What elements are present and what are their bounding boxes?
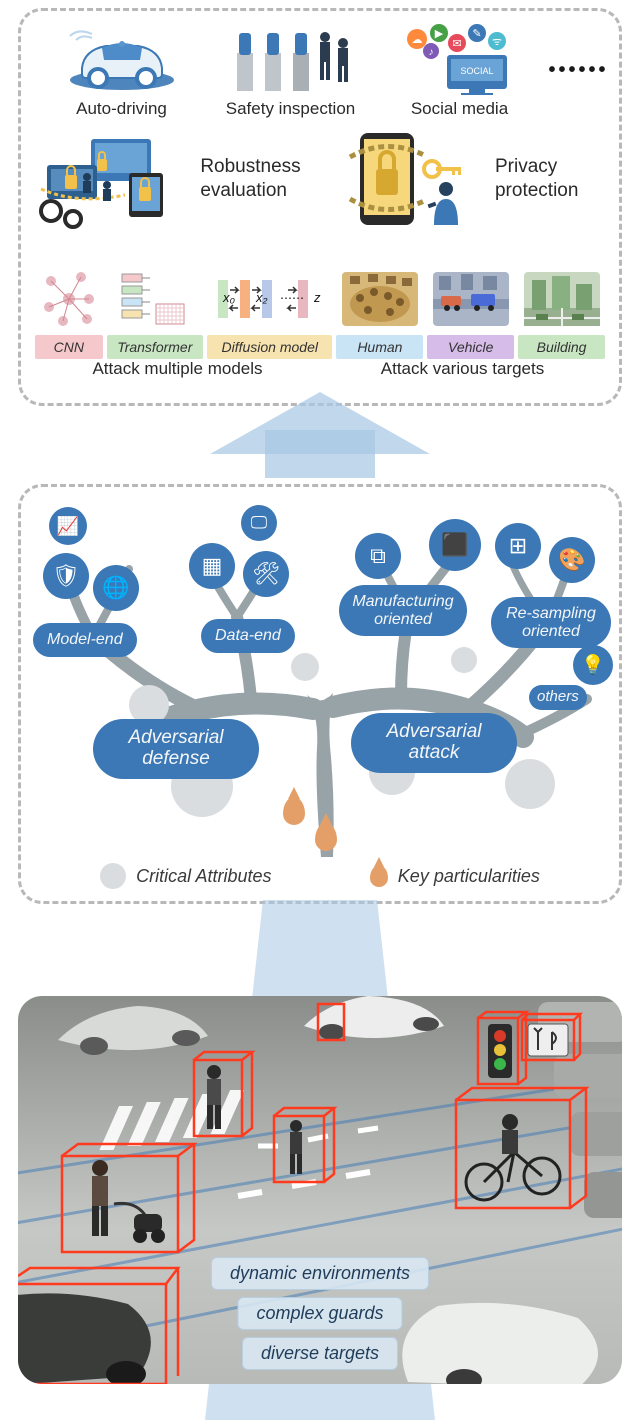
models-targets-row: CNN Transformer <box>21 239 619 359</box>
vehicle-thumb-icon <box>427 263 514 335</box>
applications-row: Auto-driving <box>21 11 619 119</box>
palette-icon: 🎨 <box>549 537 595 583</box>
app-label: Social media <box>411 99 508 119</box>
svg-text:✎: ✎ <box>472 28 481 40</box>
drop-icon <box>370 865 388 887</box>
model-diffusion: x₀ x₂ ⋯⋯ z Diffusion model <box>207 239 332 359</box>
model-tag: Diffusion model <box>207 335 332 359</box>
attack-models-label: Attack multiple models <box>35 359 320 379</box>
copy-icon: ⧉ <box>355 533 401 579</box>
tag-diverse-targets: diverse targets <box>242 1337 398 1370</box>
drop-icon <box>315 823 337 851</box>
app-auto-driving: Auto-driving <box>42 23 202 119</box>
globe-icon: 🌐 <box>93 565 139 611</box>
building-thumb-icon <box>518 263 605 335</box>
resampling-pill: Re-sampling oriented <box>491 597 611 648</box>
evaluation-row: Robustness evaluation Priva <box>21 119 619 239</box>
svg-text:♪: ♪ <box>428 47 433 58</box>
app-safety-inspection: Safety inspection <box>211 23 371 119</box>
shapes-icon: ⊞ <box>495 523 541 569</box>
adversarial-defense-pill: Adversarial defense <box>93 719 259 779</box>
screen-icon: 🖵 <box>241 505 277 541</box>
grid-icon: ▦ <box>189 543 235 589</box>
svg-text:⋯⋯: ⋯⋯ <box>280 291 304 305</box>
car-icon <box>52 23 192 95</box>
target-tag: Human <box>336 335 423 359</box>
up-arrow-icon <box>210 392 430 454</box>
diffusion-thumb-icon: x₀ x₂ ⋯⋯ z <box>207 263 332 335</box>
gate-icon <box>221 23 361 95</box>
model-transformer: Transformer <box>107 239 203 359</box>
model-tag: CNN <box>35 335 103 359</box>
app-label: Safety inspection <box>226 99 355 119</box>
model-cnn: CNN <box>35 239 103 359</box>
model-tag: Transformer <box>107 335 203 359</box>
robustness-icon <box>37 129 177 229</box>
svg-text:▶: ▶ <box>434 28 443 40</box>
svg-text:SOCIAL: SOCIAL <box>460 66 493 76</box>
attack-targets-label: Attack various targets <box>320 359 605 379</box>
model-end-pill: Model-end <box>33 623 137 657</box>
data-end-pill: Data-end <box>201 619 295 653</box>
applications-panel: Auto-driving <box>18 8 622 406</box>
target-building: Building <box>518 239 605 359</box>
others-pill: others <box>529 685 587 710</box>
gray-circle <box>505 759 555 809</box>
shield-icon: 🛡 <box>43 553 89 599</box>
robustness-label: Robustness evaluation <box>200 155 308 203</box>
svg-text:z: z <box>313 290 321 305</box>
section-sublabels: Attack multiple models Attack various ta… <box>21 359 619 387</box>
target-human: Human <box>336 239 423 359</box>
target-tag: Building <box>518 335 605 359</box>
manufacturing-pill: Manufacturing oriented <box>339 585 467 636</box>
gray-circle <box>451 647 477 673</box>
legend-particularities: Key particularities <box>370 865 540 887</box>
transformer-thumb-icon <box>107 263 203 335</box>
legend-row: Critical Attributes Key particularities <box>21 863 619 889</box>
svg-text:ᯤ: ᯤ <box>491 36 501 48</box>
ellipsis-icon: •••••• <box>549 59 599 82</box>
cnn-thumb-icon <box>35 263 103 335</box>
target-tag: Vehicle <box>427 335 514 359</box>
tag-dynamic-env: dynamic environments <box>211 1257 429 1290</box>
svg-text:☁: ☁ <box>411 34 422 46</box>
adversarial-attack-pill: Adversarial attack <box>351 713 517 773</box>
privacy-icon <box>332 129 472 229</box>
cube-icon: ⬛ <box>429 519 481 571</box>
privacy-label: Privacy protection <box>495 155 603 203</box>
gray-circle-icon <box>100 863 126 889</box>
svg-text:x₀: x₀ <box>222 290 236 305</box>
chart-icon: 📈 <box>49 507 87 545</box>
app-label: Auto-driving <box>76 99 167 119</box>
tool-icon: 🛠 <box>243 551 289 597</box>
target-vehicle: Vehicle <box>427 239 514 359</box>
drop-icon <box>283 797 305 825</box>
legend-label: Key particularities <box>398 866 540 887</box>
human-thumb-icon <box>336 263 423 335</box>
media-icon: SOCIAL ☁ ▶ ✉ ✎ ᯤ ♪ <box>390 23 530 95</box>
bulb-icon: 💡 <box>573 645 613 685</box>
scene-panel: dynamic environments complex guards dive… <box>18 996 622 1384</box>
app-social-media: SOCIAL ☁ ▶ ✉ ✎ ᯤ ♪ Social medi <box>380 23 540 119</box>
legend-label: Critical Attributes <box>136 866 271 887</box>
svg-text:✉: ✉ <box>452 38 461 50</box>
legend-attributes: Critical Attributes <box>100 863 271 889</box>
tag-complex-guards: complex guards <box>237 1297 402 1330</box>
gray-circle <box>291 653 319 681</box>
taxonomy-tree-panel: Adversarial defense Adversarial attack M… <box>18 484 622 904</box>
